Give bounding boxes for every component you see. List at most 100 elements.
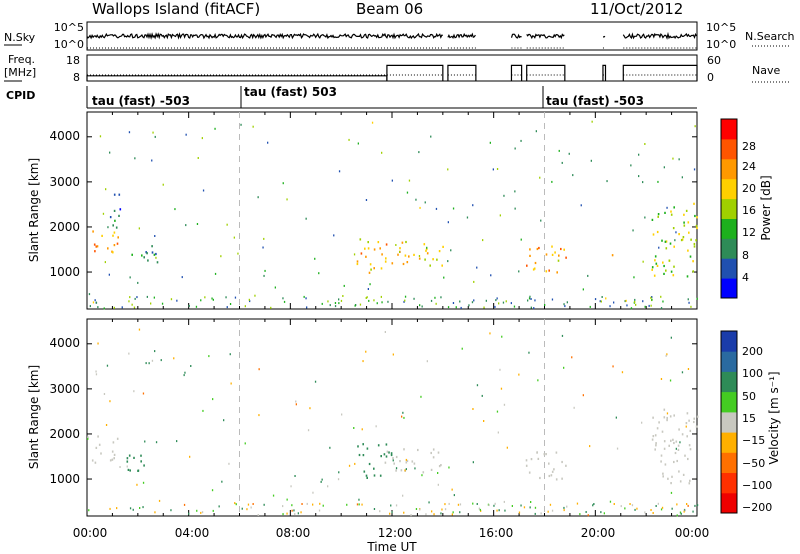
echo-point [529,248,531,251]
echo-speckle [539,176,541,179]
echo-speckle [573,406,575,409]
echo-speckle [138,328,141,331]
echo-speckle [629,503,631,505]
echo-speckle [518,373,520,376]
echo-point [151,251,154,254]
echo-speckle [631,504,634,507]
cpid-mode-3: tau (fast) -503 [546,94,644,108]
echo-speckle [139,507,141,509]
echo-speckle [387,300,389,303]
echo-speckle [418,151,420,154]
echo-speckle [404,299,406,302]
echo-point [555,451,558,454]
echo-speckle [528,351,530,354]
velocity-cb-tick-neg200: −200 [742,501,772,514]
echo-speckle [478,507,480,510]
echo-point [663,272,665,275]
colorbar-segment [721,218,737,239]
echo-speckle [660,307,663,310]
echo-speckle [406,191,409,194]
echo-speckle [684,509,686,512]
echo-speckle [430,299,433,302]
echo-speckle [329,446,331,449]
echo-speckle [605,297,607,300]
echo-speckle [472,204,474,207]
time-axis: 00:00 04:00 08:00 12:00 16:00 20:00 00:0… [73,526,710,554]
echo-speckle [338,298,340,301]
echo-speckle [395,467,398,470]
echo-speckle [348,464,351,467]
echo-point [381,253,383,256]
echo-speckle [282,505,284,508]
echo-speckle [585,511,587,513]
colorbar-segment [721,119,737,140]
echo-speckle [694,125,696,128]
echo-point [651,438,654,441]
echo-point [367,241,369,244]
echo-point [369,263,372,266]
echo-point [663,447,666,450]
echo-point [651,268,653,271]
echo-point [662,261,664,264]
echo-point [676,459,678,463]
echo-speckle [225,296,227,299]
echo-speckle [687,368,690,370]
echo-speckle [635,303,637,306]
echo-point [655,444,657,447]
echo-speckle [153,296,155,299]
echo-point [377,444,380,447]
echo-point [662,475,664,478]
echo-point [681,238,684,241]
echo-point [665,240,668,243]
echo-speckle [514,207,516,210]
echo-point [543,453,546,456]
echo-point [692,270,694,273]
power-colorbar-label: Power [dB] [759,175,773,240]
echo-point [670,482,672,485]
echo-speckle [381,151,383,154]
echo-speckle [402,494,404,497]
echo-point [109,216,112,219]
nsky-right-tick-top: 10^5 [706,21,736,34]
echo-speckle [286,498,288,501]
echo-speckle [666,353,668,356]
nsky-left-tick-top: 10^5 [54,21,84,34]
echo-point [399,460,401,463]
echo-speckle [358,503,360,506]
echo-speckle [401,415,403,418]
echo-point [677,448,680,451]
colorbar-segment [721,178,737,200]
echo-point [694,214,696,218]
echo-speckle [514,147,516,150]
echo-speckle [208,355,210,358]
echo-point [440,464,442,467]
echo-speckle [510,302,512,305]
echo-speckle [448,466,450,469]
echo-speckle [131,303,133,306]
echo-speckle [270,306,272,309]
echo-speckle [365,350,367,353]
echo-speckle [290,485,292,488]
colorbar-segment [721,351,737,372]
echo-speckle [212,509,214,512]
echo-point [545,270,548,273]
echo-point [368,271,371,274]
echo-point [673,460,675,464]
echo-speckle [257,196,259,199]
echo-speckle [572,174,574,177]
echo-point [424,258,426,261]
echo-speckle [151,359,154,362]
echo-speckle [533,307,535,310]
echo-speckle [663,166,665,169]
echo-speckle [425,513,427,516]
echo-speckle [594,298,597,301]
echo-speckle [87,437,89,440]
echo-point [131,253,133,256]
echo-speckle [452,302,455,304]
echo-speckle [566,301,568,304]
echo-speckle [399,250,401,253]
echo-point [654,259,656,262]
echo-speckle [154,135,156,138]
echo-point [356,260,359,263]
echo-speckle [162,183,164,186]
